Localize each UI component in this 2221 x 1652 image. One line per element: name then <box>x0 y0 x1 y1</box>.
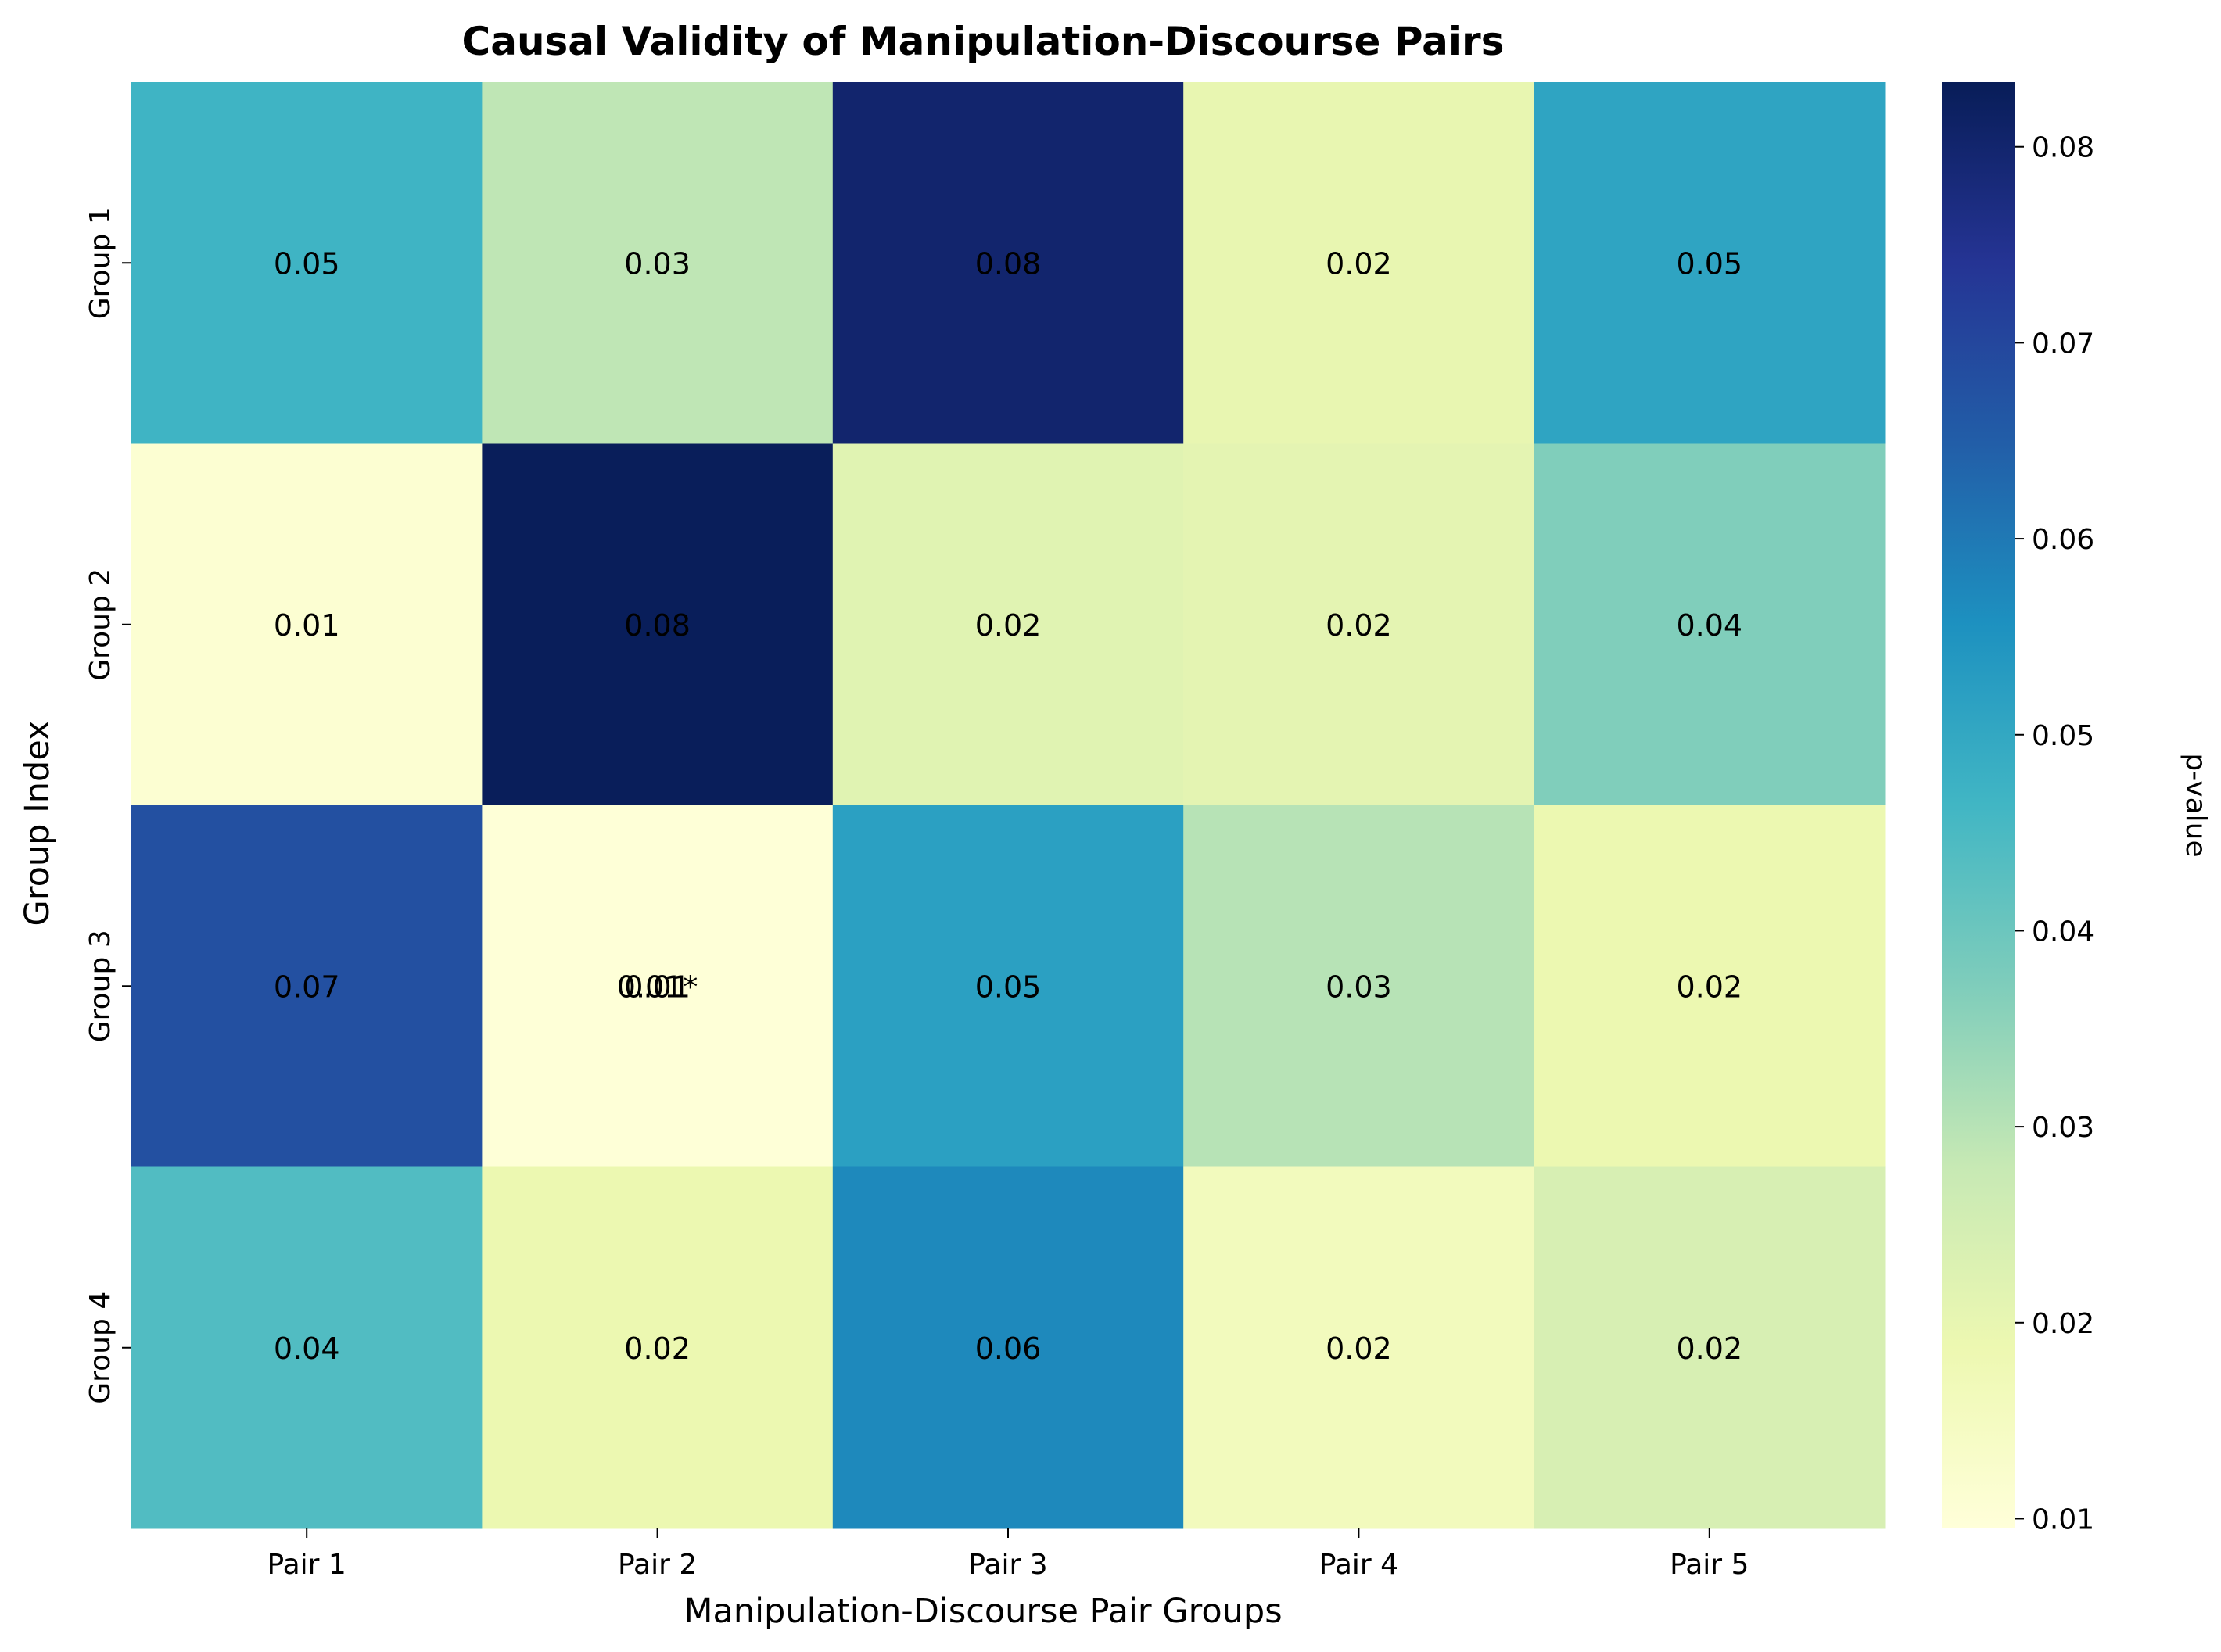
x-axis-label: Manipulation-Discourse Pair Groups <box>684 1592 1282 1631</box>
y-tick-label: Group 4 <box>84 1292 117 1404</box>
heatmap-cell <box>1534 1166 1886 1529</box>
cell-value-label: 0.02 <box>975 608 1042 643</box>
y-tick-label: Group 2 <box>84 568 117 681</box>
cell-value-label: 0.04 <box>1676 608 1742 643</box>
heatmap-cell <box>1534 443 1886 806</box>
heatmap-cell-labels: 0.05 0.03 0.08 0.02 0.05 0.01 0.08 0.02 0.02 0.04… <box>274 246 1742 1366</box>
heatmap-cell <box>482 1166 834 1529</box>
y-axis: Group 1 Group 2 Group 3 Group 4 <box>84 206 131 1404</box>
heatmap-cell <box>1534 805 1886 1167</box>
cell-value-label: 0.02 <box>624 1331 691 1366</box>
cell-value-label: 0.02 <box>1326 1331 1392 1366</box>
cell-value-label: 0.05 <box>274 246 340 281</box>
cell-value-label: 0.02 <box>1326 608 1392 643</box>
colorbar-tick-label: 0.02 <box>2032 1308 2094 1340</box>
colorbar-tick-label: 0.06 <box>2032 524 2094 556</box>
heatmap-cell <box>1183 82 1535 444</box>
cell-value-label: 0.03 <box>1326 969 1392 1004</box>
cell-value-label: 0.06 <box>975 1331 1042 1366</box>
colorbar: 0.01 0.02 0.03 0.04 0.05 0.06 0.07 0.08 p-value <box>1942 82 2212 1536</box>
cell-value-label: 0.08 <box>624 608 691 643</box>
colorbar-tick-label: 0.01 <box>2032 1503 2094 1536</box>
colorbar-label: p-value <box>2180 753 2212 857</box>
cell-value-label: 0.05 <box>975 969 1042 1004</box>
heatmap-cell <box>832 443 1184 806</box>
heatmap-cell <box>832 82 1184 444</box>
colorbar-tick-label: 0.05 <box>2032 720 2094 752</box>
y-tick-label: Group 1 <box>84 206 117 319</box>
x-tick-label: Pair 3 <box>968 1549 1047 1581</box>
heatmap-cell <box>131 805 483 1167</box>
cell-value-label: 0.01 <box>274 608 340 643</box>
heatmap-cell <box>482 805 834 1167</box>
chart-title: Causal Validity of Manipulation-Discours… <box>462 19 1505 64</box>
cell-value-label: 0.05 <box>1676 246 1742 281</box>
heatmap-cell <box>1183 443 1535 806</box>
heatmap-cell <box>832 1166 1184 1529</box>
heatmap-cell <box>482 82 834 444</box>
y-tick-label: Group 3 <box>84 930 117 1042</box>
cell-value-label: 0.01 <box>624 969 691 1004</box>
colorbar-gradient <box>1942 82 2015 1528</box>
heatmap-cell <box>131 443 483 806</box>
x-tick-label: Pair 2 <box>618 1549 697 1581</box>
cell-value-label: 0.02 <box>1326 246 1392 281</box>
colorbar-tick-label: 0.07 <box>2032 328 2094 360</box>
cell-value-label: 0.02 <box>1676 969 1742 1004</box>
colorbar-tick-label: 0.04 <box>2032 916 2094 948</box>
colorbar-tick-label: 0.03 <box>2032 1112 2094 1144</box>
heatmap-cell <box>1534 82 1886 444</box>
cell-value-label: 0.04 <box>274 1331 340 1366</box>
heatmap-cells <box>131 82 1886 1529</box>
colorbar-tick-label: 0.08 <box>2032 132 2094 164</box>
cell-value-label: 0.02 <box>1676 1331 1742 1366</box>
heatmap-cell <box>131 82 483 444</box>
x-tick-label: Pair 4 <box>1319 1549 1398 1581</box>
heatmap-cell <box>482 443 834 806</box>
heatmap-cell <box>1183 805 1535 1167</box>
heatmap-cell <box>131 1166 483 1529</box>
cell-value-label: 0.03 <box>624 246 691 281</box>
cell-annotation: 0.01* <box>617 969 698 1004</box>
colorbar-ticks: 0.01 0.02 0.03 0.04 0.05 0.06 0.07 0.08 <box>2015 132 2094 1536</box>
x-axis: Pair 1 Pair 2 Pair 3 Pair 4 Pair 5 <box>267 1528 1749 1581</box>
heatmap-cell <box>832 805 1184 1167</box>
cell-value-label: 0.07 <box>274 969 340 1004</box>
x-tick-label: Pair 1 <box>267 1549 346 1581</box>
x-tick-label: Pair 5 <box>1670 1549 1749 1581</box>
y-axis-label: Group Index <box>18 721 57 926</box>
cell-value-label: 0.08 <box>975 246 1042 281</box>
heatmap-cell <box>1183 1166 1535 1529</box>
